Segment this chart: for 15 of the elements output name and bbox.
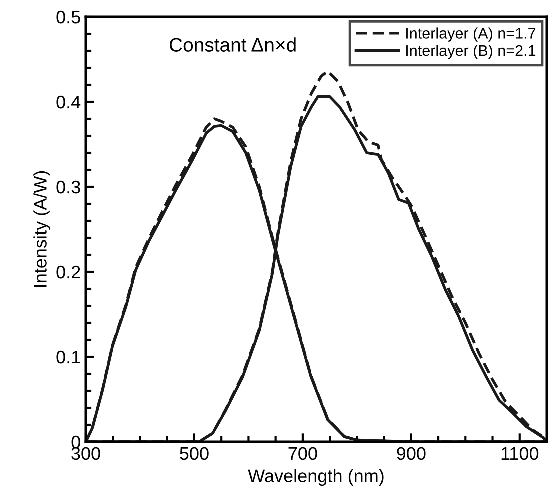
x-tick-label: 700 bbox=[288, 447, 318, 460]
y-tick-label: 0.4 bbox=[56, 96, 81, 109]
x-tick-label: 300 bbox=[72, 447, 100, 460]
legend-label: Interlayer (B) n=2.1 bbox=[406, 44, 536, 60]
x-tick-label: 900 bbox=[397, 447, 426, 460]
x-tick-label: 500 bbox=[180, 447, 209, 460]
y-tick-label: 0.2 bbox=[56, 266, 80, 279]
annotation: Constant Δn×d bbox=[170, 38, 296, 52]
y-axis-title: Intensity (A/W) bbox=[34, 171, 50, 288]
x-tick-label: 1100 bbox=[502, 447, 539, 460]
y-tick-label: 0.1 bbox=[56, 350, 80, 364]
y-tick-label: 0.3 bbox=[56, 180, 80, 194]
legend-label: Interlayer (A) n=1.7 bbox=[406, 28, 536, 42]
y-tick-label: 0.5 bbox=[56, 10, 80, 24]
x-axis-title: Wavelength (nm) bbox=[248, 469, 384, 486]
